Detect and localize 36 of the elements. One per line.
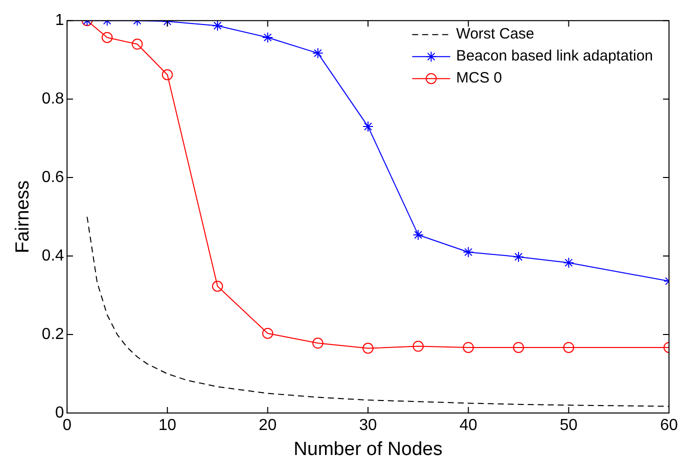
point bbox=[412, 340, 424, 352]
point bbox=[212, 280, 224, 292]
x-tick-label: 20 bbox=[258, 417, 277, 434]
legend-label: Beacon based link adaptation bbox=[456, 48, 654, 65]
point bbox=[513, 342, 524, 353]
point bbox=[262, 328, 274, 339]
point bbox=[312, 338, 324, 349]
x-tick-label: 40 bbox=[459, 417, 478, 434]
point bbox=[362, 121, 374, 132]
y-tick-label: 0.8 bbox=[42, 90, 64, 108]
legend-label: Worst Case bbox=[456, 26, 534, 43]
x-tick-label: 30 bbox=[359, 417, 378, 434]
y-tick-label: 0 bbox=[55, 404, 64, 422]
point bbox=[563, 342, 574, 353]
x-tick-label: 10 bbox=[158, 417, 176, 434]
x-tick-label: 60 bbox=[660, 417, 678, 434]
point bbox=[563, 257, 574, 268]
point bbox=[132, 38, 143, 50]
point bbox=[212, 20, 224, 32]
y-tick-label: 1 bbox=[55, 12, 64, 30]
point bbox=[312, 48, 324, 59]
x-tick-label: 50 bbox=[560, 417, 578, 434]
point bbox=[513, 251, 524, 262]
y-tick-label: 0.4 bbox=[42, 247, 64, 264]
point bbox=[262, 32, 274, 43]
x-axis-title: Number of Nodes bbox=[294, 438, 442, 460]
y-tick-label: 0.2 bbox=[42, 326, 64, 343]
point bbox=[462, 342, 474, 353]
point bbox=[412, 229, 424, 240]
point bbox=[462, 246, 474, 258]
point bbox=[102, 32, 113, 43]
y-tick-label: 0.6 bbox=[42, 168, 64, 186]
legend-label: MCS 0 bbox=[456, 70, 502, 87]
point bbox=[362, 342, 374, 354]
point bbox=[162, 69, 173, 80]
y-axis-title: Fairness bbox=[12, 180, 34, 254]
